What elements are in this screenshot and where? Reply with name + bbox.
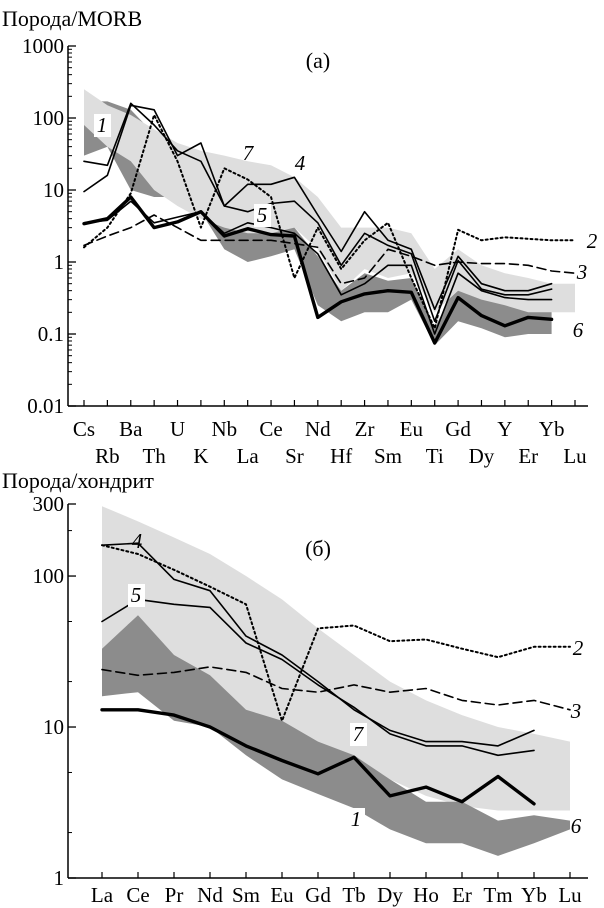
x-tick-label-Zr: Zr bbox=[355, 417, 375, 441]
x-tick-label-La: La bbox=[91, 883, 114, 907]
y-tick-label: 10 bbox=[43, 715, 64, 739]
x-tick-label-K: K bbox=[193, 444, 208, 468]
series-4-line bbox=[83, 104, 553, 311]
x-tick-label-Nd: Nd bbox=[197, 883, 223, 907]
x-tick-label-Dy: Dy bbox=[377, 883, 403, 907]
series-3-line bbox=[83, 214, 576, 285]
x-tick-label-Tb: Tb bbox=[342, 883, 365, 907]
series-label-bg bbox=[128, 584, 145, 607]
series-label-4: 4 bbox=[295, 151, 306, 175]
x-tick-label-Ce: Ce bbox=[126, 883, 149, 907]
y-tick-label: 1 bbox=[54, 866, 65, 890]
y-tick-label: 1000 bbox=[22, 34, 64, 58]
y-tick-label: 100 bbox=[33, 106, 65, 130]
x-tick-label-Ho: Ho bbox=[413, 883, 439, 907]
series-label-3: 3 bbox=[570, 699, 582, 723]
y-tick-label: 0.1 bbox=[38, 322, 64, 346]
x-tick-label-Lu: Lu bbox=[558, 883, 582, 907]
x-tick-label-Gd: Gd bbox=[445, 417, 471, 441]
x-tick-label-Th: Th bbox=[142, 444, 166, 468]
y-tick-label: 10 bbox=[43, 178, 64, 202]
panel-a-letter: (а) bbox=[306, 48, 330, 73]
panel-b-series bbox=[100, 542, 571, 806]
panel-b-bands bbox=[102, 506, 570, 856]
x-tick-label-Yb: Yb bbox=[521, 883, 547, 907]
x-tick-label-Tm: Tm bbox=[483, 883, 512, 907]
series-label-bg bbox=[350, 723, 367, 746]
y-tick-label: 0.01 bbox=[27, 394, 64, 418]
series-label-bg bbox=[254, 204, 271, 227]
series-4-line bbox=[101, 542, 535, 747]
panel-a-series bbox=[82, 102, 576, 345]
series-label-6: 6 bbox=[571, 814, 582, 838]
x-tick-label-La: La bbox=[237, 444, 260, 468]
series-3-line bbox=[101, 666, 571, 711]
x-tick-label-Sm: Sm bbox=[374, 444, 402, 468]
series-label-bg bbox=[94, 114, 111, 137]
panel-b-axes: 1 10 100 300 La Ce Pr Nd Sm Eu Gd Tb Dy Ho Er Tm Yb Lu bbox=[33, 492, 588, 907]
y-tick-label: 100 bbox=[33, 564, 65, 588]
panel-b: Порода/хондрит (б) 1 10 100 300 La Ce Pr Nd Sm Eu… bbox=[2, 468, 588, 907]
panel-b-series-labels: 4 5 7 1 2 3 6 bbox=[128, 529, 584, 838]
y-tick-label: 1 bbox=[54, 250, 65, 274]
panel-a-ylabel: Порода/MORB bbox=[2, 6, 142, 31]
x-tick-label-Er: Er bbox=[452, 883, 472, 907]
series-label-1: 1 bbox=[351, 807, 362, 831]
series-label-2: 2 bbox=[573, 636, 584, 660]
series-label-5: 5 bbox=[257, 203, 268, 227]
band-1 bbox=[102, 615, 570, 856]
series-label-4: 4 bbox=[132, 529, 143, 553]
x-tick-label-Yb: Yb bbox=[539, 417, 565, 441]
series-label-5: 5 bbox=[131, 583, 142, 607]
x-tick-label-Rb: Rb bbox=[95, 444, 120, 468]
x-tick-label-Eu: Eu bbox=[400, 417, 424, 441]
x-tick-label-Cs: Cs bbox=[73, 417, 95, 441]
series-5-line bbox=[83, 200, 553, 335]
x-tick-label-Hf: Hf bbox=[330, 444, 352, 468]
x-tick-label-Ba: Ba bbox=[119, 417, 143, 441]
series-4-line bbox=[83, 102, 553, 323]
series-label-2: 2 bbox=[587, 229, 598, 253]
x-tick-label-Dy: Dy bbox=[469, 444, 495, 468]
x-tick-label-Ce: Ce bbox=[259, 417, 282, 441]
series-6-line bbox=[82, 195, 554, 345]
series-2-line bbox=[101, 544, 571, 722]
x-tick-label-Gd: Gd bbox=[305, 883, 331, 907]
band-7 bbox=[102, 506, 570, 811]
x-tick-label-Nd: Nd bbox=[305, 417, 331, 441]
x-tick-label-Eu: Eu bbox=[270, 883, 294, 907]
series-label-3: 3 bbox=[576, 260, 588, 284]
series-label-6: 6 bbox=[573, 318, 584, 342]
panel-b-letter: (б) bbox=[305, 536, 331, 561]
panel-a-series-labels: 1 7 4 5 2 3 6 bbox=[94, 113, 598, 342]
panel-a-bands bbox=[84, 89, 575, 346]
x-tick-label-Pr: Pr bbox=[165, 883, 184, 907]
panel-b-ylabel: Порода/хондрит bbox=[2, 468, 154, 493]
series-6-line bbox=[100, 708, 536, 806]
x-tick-label-U: U bbox=[170, 417, 185, 441]
x-tick-label-Sr: Sr bbox=[285, 444, 304, 468]
y-tick-label: 300 bbox=[33, 492, 65, 516]
x-tick-label-Sm: Sm bbox=[232, 883, 260, 907]
series-label-1: 1 bbox=[97, 113, 108, 137]
series-label-7: 7 bbox=[353, 722, 365, 746]
x-tick-label-Lu: Lu bbox=[563, 444, 587, 468]
x-tick-label-Er: Er bbox=[518, 444, 538, 468]
series-5-line bbox=[101, 598, 535, 757]
series-label-bg bbox=[348, 808, 365, 831]
x-tick-label-Ti: Ti bbox=[426, 444, 444, 468]
x-tick-label-Y: Y bbox=[497, 417, 512, 441]
series-label-7: 7 bbox=[243, 141, 255, 165]
x-tick-label-Nb: Nb bbox=[211, 417, 237, 441]
